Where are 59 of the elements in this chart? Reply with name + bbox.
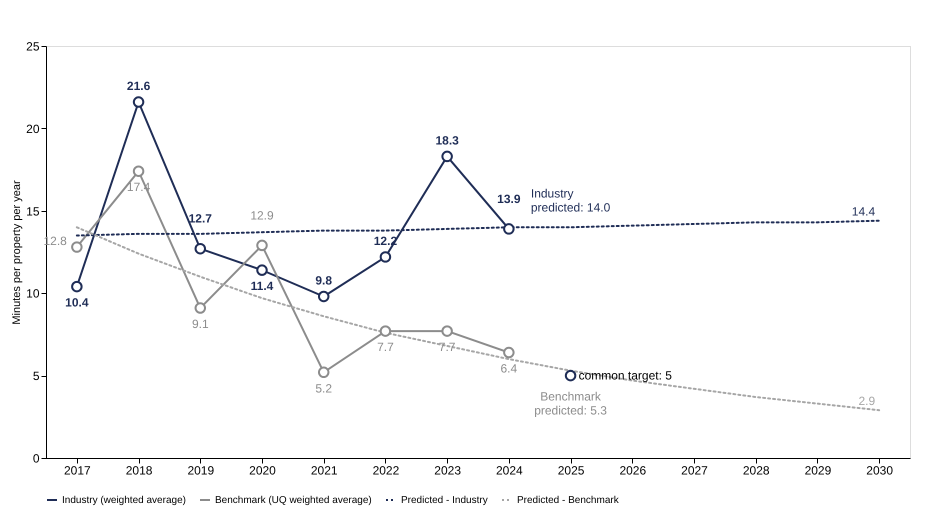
point	[503, 346, 515, 358]
point	[564, 370, 576, 382]
point	[380, 325, 392, 337]
y-tick-label: 15	[26, 204, 40, 218]
x-tick-label: 2020	[249, 464, 276, 478]
x-tick-label: 2019	[187, 464, 214, 478]
data-label: 13.9	[497, 192, 521, 206]
y-tick-label: 5	[32, 369, 40, 384]
x-tick-label: 2024	[496, 464, 524, 478]
point	[256, 264, 268, 276]
point	[132, 96, 144, 108]
annotation: common target: 5	[578, 368, 672, 383]
annotation: Benchmark predicted: 5.3	[534, 390, 608, 418]
x-tick-label: 2025	[558, 464, 585, 478]
data-label: 12.9	[250, 208, 274, 222]
x-tick-label: 2030	[866, 464, 894, 478]
point	[380, 251, 392, 263]
data-label: 12.7	[188, 212, 212, 226]
point	[132, 166, 144, 177]
x-tick-label: 2026	[619, 464, 646, 478]
y-tick-label: 10	[26, 286, 40, 301]
point	[441, 325, 453, 337]
data-label: 2.9	[858, 394, 876, 408]
point	[503, 223, 515, 235]
y-tick-label: 25	[26, 40, 40, 54]
x-tick-label: 2021	[310, 464, 338, 478]
y-tick-label: 0	[32, 452, 40, 466]
data-label: 10.4	[65, 296, 89, 310]
x-tick-label: 2023	[434, 464, 462, 478]
data-label: 9.8	[315, 273, 332, 288]
x-tick-label: 2029	[804, 464, 832, 478]
x-tick-label: 2022	[372, 464, 400, 478]
point	[318, 366, 330, 378]
annotation: Industry predicted: 14.0	[530, 186, 611, 214]
x-tick-label: 2018	[126, 464, 153, 478]
data-label: 21.6	[126, 79, 151, 94]
legend-label: Benchmark (UQ weighted average)	[215, 495, 372, 506]
legend-label: Predicted - Industry	[401, 495, 488, 506]
data-label: 18.3	[435, 133, 460, 148]
data-label: 6.4	[500, 362, 518, 376]
point	[256, 240, 268, 252]
legend-label: Predicted - Benchmark	[517, 495, 620, 506]
point	[318, 290, 330, 302]
data-label: 5.2	[315, 381, 332, 396]
data-label: 11.4	[250, 279, 274, 294]
x-tick-label: 2017	[64, 464, 92, 478]
point	[194, 242, 206, 254]
data-label: 9.1	[192, 317, 209, 332]
data-label: 14.4	[852, 204, 876, 219]
y-tick-label: 20	[26, 122, 40, 136]
point	[71, 280, 83, 292]
point	[194, 302, 206, 314]
point	[441, 150, 453, 162]
legend-label: Industry (weighted average)	[62, 495, 186, 506]
x-tick-label: 2027	[681, 464, 708, 478]
y-axis-title: Minutes per property per year	[11, 180, 24, 325]
x-tick-label: 2028	[742, 464, 770, 478]
data-label: 7.7	[377, 340, 394, 354]
point	[71, 241, 83, 253]
